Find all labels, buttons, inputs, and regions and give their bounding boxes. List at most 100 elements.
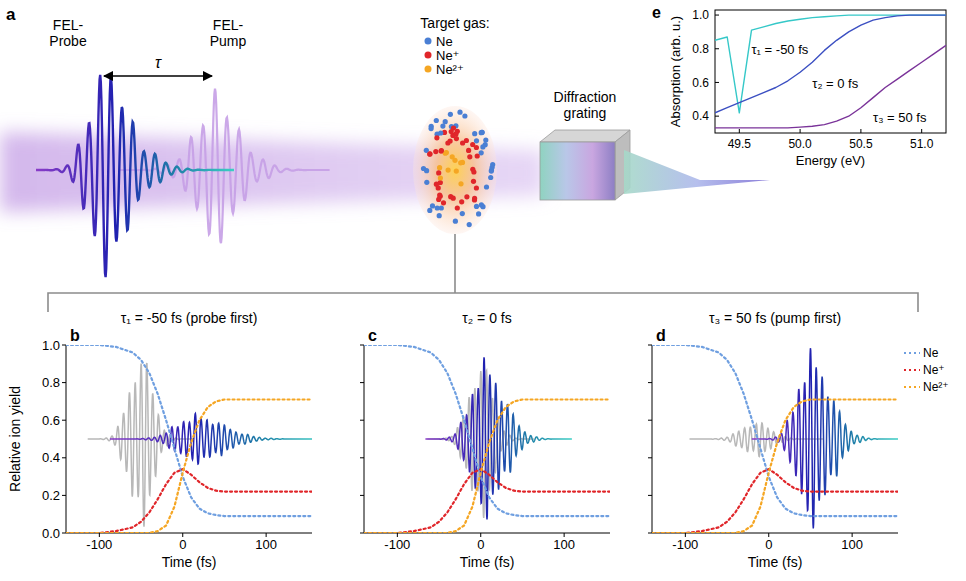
gas-atom [488,175,493,180]
panel-letter: b [70,327,80,344]
y-axis-title: Relative ion yield [7,386,23,492]
probe-pulse [425,357,572,519]
gas-atom [474,204,479,209]
gas-atom [439,148,444,153]
y-tick-label: 0.0 [42,526,60,541]
plot-area [652,345,898,533]
series-line [364,400,610,534]
gas-atom [484,184,489,189]
gas-atom [424,168,429,173]
gas-atom [480,144,485,149]
series-label: τ₃ = 50 fs [873,110,927,125]
species-dot [425,38,432,45]
panel-title: τ₂ = 0 fs [462,310,512,326]
grating-top [540,130,630,142]
gas-atom [438,175,443,180]
gas-atom [458,181,463,186]
x-tick-label: 100 [255,537,277,552]
series-line [66,345,312,516]
y-tick-label: 0.2 [42,488,60,503]
y-tick [715,15,719,16]
gas-atom [435,205,440,210]
gas-atom [453,219,458,224]
x-tick [739,129,740,133]
gas-atom [452,158,457,163]
panel-a: aFEL-ProbeFEL-PumpτTarget gas:NeNe⁺Ne²⁺D… [0,0,966,312]
gas-atom [480,204,485,209]
gas-atom [455,205,460,210]
text-line: Pump [210,33,247,49]
gas-atom [441,200,446,205]
y-tick [62,420,66,421]
gas-atom [448,112,453,117]
panel-letter: c [368,327,377,344]
gas-atom [474,138,479,143]
series-line [364,469,610,533]
gas-atom [474,185,479,190]
x-tick-label: 50.5 [849,137,873,151]
gas-atom [440,124,445,129]
figure: aFEL-ProbeFEL-PumpτTarget gas:NeNe⁺Ne²⁺D… [0,0,966,581]
gas-atom [464,194,469,199]
gas-atom [438,180,443,185]
gas-atom [475,153,480,158]
series-line [652,400,898,534]
y-tick-label: 0.8 [42,375,60,390]
gas-atom [444,150,449,155]
target-title: Target gas: [420,15,489,31]
series-line [66,469,312,533]
panel-b: -10001000.00.20.40.60.81.0τ₁ = -50 fs (p… [7,310,323,570]
x-tick-label: 50.0 [788,137,812,151]
y-axis [652,345,653,533]
y-tick [62,495,66,496]
delay-label: τ [155,54,162,71]
series-line [364,345,610,516]
series-line [715,45,946,128]
y-tick [715,82,719,83]
y-tick-label: 0.4 [42,450,60,465]
x-tick [921,129,922,133]
y-tick [360,382,364,383]
pump-pulse [88,363,195,527]
x-tick-label: 0 [765,537,772,552]
probe-label: FEL-Probe [49,17,87,49]
y-axis [66,345,67,533]
gas-atom [467,222,472,227]
y-tick-label: 0.4 [692,109,709,123]
gas-atom [427,208,432,213]
panel-title: τ₃ = 50 fs (pump first) [709,310,841,326]
series-label: τ₂ = 0 fs [812,76,858,91]
gas-atom [453,131,458,136]
y-tick [360,533,364,534]
x-tick-label: 0 [477,537,484,552]
legend-label: Ne [923,346,939,360]
y-axis [364,345,365,533]
gas-atom [436,197,441,202]
x-tick-label: 100 [553,537,575,552]
legend-swatch [904,386,920,388]
probe-pulse [752,348,898,528]
panel-letter: a [6,5,16,24]
series-line [652,345,898,516]
grating-front [540,142,615,200]
gas-cloud [413,106,497,234]
x-tick-label: 51.0 [910,137,934,151]
legend-label: Ne⁺ [923,363,945,377]
x-tick-label: 0 [179,537,186,552]
y-tick-label: 0.8 [692,42,709,56]
series-line [652,469,898,533]
species-dot [425,52,432,59]
x-axis-title: Energy (eV) [796,153,865,168]
gas-atom [424,180,429,185]
x-axis-title: Time (fs) [460,554,515,570]
plot-area [715,15,946,128]
x-tick-label: -100 [384,537,410,552]
panel-letter: d [656,327,666,344]
gas-atom [476,211,481,216]
gas-atom [429,126,434,131]
y-tick [715,48,719,49]
y-tick [360,345,364,346]
gas-atom [460,211,465,216]
legend-swatch [904,369,920,371]
gas-atom [437,213,442,218]
